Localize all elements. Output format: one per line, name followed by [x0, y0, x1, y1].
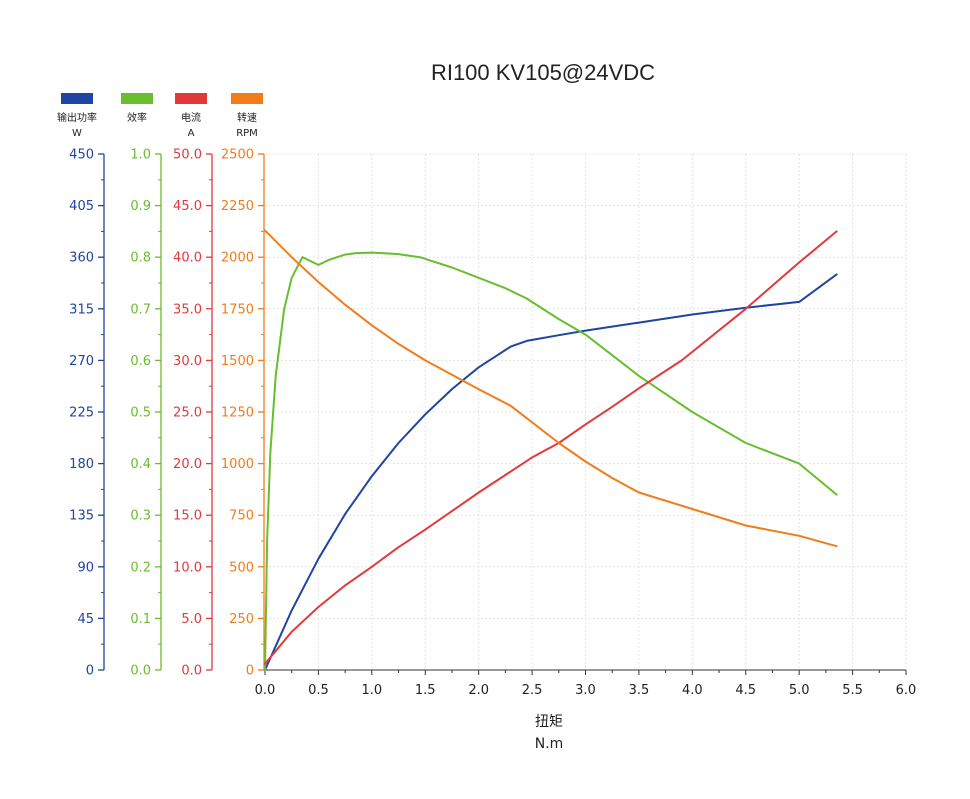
y-tick-label: 0.0	[130, 664, 151, 679]
y-tick-label: 15.0	[173, 509, 202, 524]
legend-swatch	[175, 93, 207, 104]
y-tick-label: 5.0	[181, 612, 202, 627]
y-tick-label: 2000	[221, 251, 254, 266]
legend-name: 电流	[181, 111, 201, 124]
x-tick-label: 2.0	[468, 683, 489, 698]
x-tick-label: 1.0	[361, 683, 382, 698]
y-tick-label: 180	[69, 457, 94, 472]
y-axis-4: 0 250 500 750 1000 1250 1500 1750 2000 2250 2500	[221, 148, 265, 679]
series-line-4	[264, 229, 838, 548]
y-tick-label: 135	[69, 509, 94, 524]
y-tick-label: 40.0	[173, 251, 202, 266]
series-line-2	[264, 251, 838, 671]
y-tick-label: 1500	[221, 354, 254, 369]
x-tick-label: 4.0	[682, 683, 703, 698]
y-tick-label: 0.9	[130, 199, 151, 214]
x-axis-title: 扭矩	[535, 714, 563, 730]
x-tick-label: 1.5	[415, 683, 436, 698]
y-tick-label: 1.0	[130, 148, 151, 163]
legend-swatch	[231, 93, 263, 104]
y-tick-label: 45.0	[173, 199, 202, 214]
legend-entry-3: 电流 A	[175, 93, 207, 139]
grid	[265, 153, 907, 670]
x-tick-label: 0.5	[308, 683, 329, 698]
x-tick-label: 2.5	[522, 683, 543, 698]
legend: 输出功率 W 效率 电流 A 转速 RPM	[57, 93, 263, 139]
y-tick-label: 315	[69, 302, 94, 317]
y-tick-label: 10.0	[173, 560, 202, 575]
y-tick-label: 405	[69, 199, 94, 214]
legend-swatch	[121, 93, 153, 104]
y-tick-label: 20.0	[173, 457, 202, 472]
legend-name: 效率	[127, 111, 147, 124]
x-axis: 0.0 0.5 1.0 1.5 2.0 2.5 3.0 3.5 4.0 4.5 5.0 5.5 6.0	[255, 669, 917, 698]
legend-unit: W	[72, 128, 82, 139]
legend-unit: RPM	[236, 128, 258, 139]
y-tick-label: 1250	[221, 406, 254, 421]
series-line-1	[264, 273, 838, 671]
y-tick-label: 270	[69, 354, 94, 369]
y-tick-label: 1000	[221, 457, 254, 472]
y-axes: 045901351802252703153604054500.00.10.20.…	[69, 148, 265, 679]
legend-entry-1: 输出功率 W	[57, 93, 97, 139]
y-axis-1: 0 45 90 135 180 225 270 315 360 405 450	[69, 148, 105, 679]
y-tick-label: 30.0	[173, 354, 202, 369]
y-tick-label: 2250	[221, 199, 254, 214]
y-tick-label: 360	[69, 251, 94, 266]
series-line-3	[264, 230, 838, 665]
y-tick-label: 0.8	[130, 251, 151, 266]
y-tick-label: 25.0	[173, 406, 202, 421]
y-tick-label: 0.7	[130, 302, 151, 317]
legend-unit: A	[188, 128, 195, 139]
chart-title: RI100 KV105@24VDC	[431, 60, 655, 85]
y-tick-label: 0	[246, 664, 254, 679]
y-tick-label: 90	[77, 560, 94, 575]
legend-name: 转速	[237, 111, 257, 124]
y-tick-label: 0.2	[130, 560, 151, 575]
y-tick-label: 0.3	[130, 509, 151, 524]
legend-entry-4: 转速 RPM	[231, 93, 263, 139]
x-tick-label: 3.5	[629, 683, 650, 698]
legend-entry-2: 效率	[121, 93, 153, 124]
x-tick-label: 4.5	[735, 683, 756, 698]
y-tick-label: 1750	[221, 302, 254, 317]
x-tick-label: 3.0	[575, 683, 596, 698]
series-lines	[264, 229, 838, 671]
x-tick-label: 0.0	[255, 683, 276, 698]
y-axis-3: 0.0 5.0 10.0 15.0 20.0 25.0 30.0 35.0 40.0 45.0 50…	[173, 148, 213, 679]
y-tick-label: 0.4	[130, 457, 151, 472]
y-tick-label: 0.5	[130, 406, 151, 421]
y-tick-label: 0.0	[181, 664, 202, 679]
y-tick-label: 500	[229, 560, 254, 575]
y-tick-label: 0.1	[130, 612, 151, 627]
y-tick-label: 450	[69, 148, 94, 163]
x-tick-label: 5.0	[789, 683, 810, 698]
y-tick-label: 750	[229, 509, 254, 524]
y-tick-label: 225	[69, 406, 94, 421]
y-tick-label: 0	[86, 664, 94, 679]
x-tick-label: 6.0	[896, 683, 917, 698]
legend-name: 输出功率	[57, 111, 97, 124]
x-axis-unit: N.m	[535, 736, 564, 752]
y-tick-label: 35.0	[173, 302, 202, 317]
y-tick-label: 45	[77, 612, 94, 627]
y-tick-label: 250	[229, 612, 254, 627]
y-tick-label: 0.6	[130, 354, 151, 369]
y-tick-label: 50.0	[173, 148, 202, 163]
y-tick-label: 2500	[221, 148, 254, 163]
y-axis-2: 0.0 0.1 0.2 0.3 0.4 0.5 0.6 0.7 0.8 0.9 1.0	[130, 148, 162, 679]
legend-swatch	[61, 93, 93, 104]
x-tick-label: 5.5	[842, 683, 863, 698]
